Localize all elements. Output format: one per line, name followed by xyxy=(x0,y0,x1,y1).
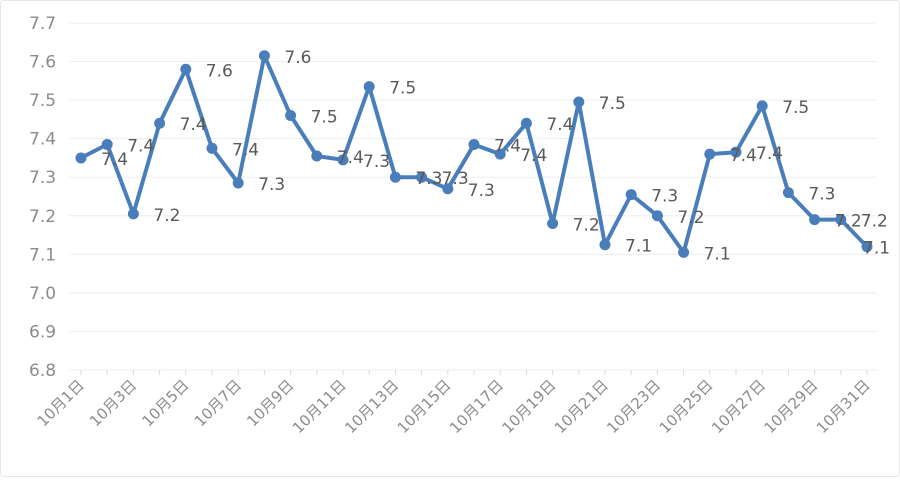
x-tick-label: 10月25日 xyxy=(656,376,717,437)
data-label: 7.3 xyxy=(808,185,835,205)
data-label: 7.5 xyxy=(782,98,809,118)
data-label: 7.3 xyxy=(258,175,285,195)
data-point xyxy=(520,117,532,129)
data-point xyxy=(835,214,847,226)
x-tick-label: 10月7日 xyxy=(191,376,245,430)
x-tick-label: 10月21日 xyxy=(551,376,612,437)
data-label: 7.6 xyxy=(284,48,311,68)
data-point xyxy=(206,142,218,154)
x-tick-label: 10月27日 xyxy=(708,376,769,437)
data-point xyxy=(311,150,323,162)
data-point xyxy=(258,50,270,62)
data-label: 7.3 xyxy=(415,169,442,189)
data-point xyxy=(730,146,742,158)
x-tick-label: 10月19日 xyxy=(498,376,559,437)
data-label: 7.1 xyxy=(704,244,731,264)
data-point xyxy=(127,208,139,220)
data-label: 7.5 xyxy=(389,79,416,99)
data-label: 7.4 xyxy=(546,115,573,135)
data-label: 7.4 xyxy=(520,146,547,166)
y-tick-label: 7.4 xyxy=(29,130,56,150)
data-label: 7.6 xyxy=(206,61,233,81)
data-point xyxy=(599,239,611,251)
data-point xyxy=(651,210,663,222)
data-point xyxy=(861,241,873,253)
data-point xyxy=(809,214,821,226)
y-tick-label: 7.7 xyxy=(29,14,56,34)
y-tick-label: 7.5 xyxy=(29,91,56,111)
data-label: 7.2 xyxy=(573,215,600,235)
x-tick-label: 10月29日 xyxy=(760,376,821,437)
data-point xyxy=(337,154,349,166)
y-tick-label: 6.9 xyxy=(29,322,56,342)
gridlines xyxy=(69,22,877,371)
data-label: 7.4 xyxy=(127,136,154,156)
y-tick-label: 7.1 xyxy=(29,245,56,265)
data-points xyxy=(75,50,873,258)
data-point xyxy=(782,187,794,199)
x-tick-label: 10月3日 xyxy=(86,376,140,430)
data-label: 7.2 xyxy=(153,206,180,226)
data-point xyxy=(154,117,166,129)
data-label: 7.4 xyxy=(337,148,364,168)
x-tick-label: 10月5日 xyxy=(138,376,192,430)
x-axis: 10月1日10月3日10月5日10月7日10月9日10月11日10月13日10月… xyxy=(34,370,874,437)
data-point xyxy=(704,148,716,160)
data-label: 7.4 xyxy=(494,136,521,156)
data-label: 7.4 xyxy=(730,146,757,166)
x-tick-label: 10月9日 xyxy=(243,376,297,430)
data-labels: 7.47.47.27.47.67.47.37.67.57.4 7.37.57.3 7… xyxy=(101,48,890,265)
data-label: 7.3 xyxy=(442,169,469,189)
data-label: 7.2 xyxy=(835,212,862,232)
data-point xyxy=(756,100,768,112)
data-point xyxy=(678,246,690,258)
data-label: 7.3 xyxy=(651,187,678,207)
x-tick-label: 10月1日 xyxy=(34,376,88,430)
data-label: 7.5 xyxy=(311,108,338,128)
data-label: 7.4 xyxy=(180,115,207,135)
data-label: 7.4 xyxy=(232,140,259,160)
data-point xyxy=(416,171,428,183)
data-point xyxy=(573,96,585,108)
data-point xyxy=(75,152,87,164)
data-point xyxy=(101,138,113,150)
y-tick-label: 7.0 xyxy=(29,284,56,304)
data-label: 7.1 xyxy=(863,239,890,259)
y-tick-label: 7.6 xyxy=(29,53,56,73)
y-tick-label: 7.2 xyxy=(29,207,56,227)
data-label: 7.5 xyxy=(599,94,626,114)
data-point xyxy=(389,171,401,183)
data-label: 7.4 xyxy=(101,150,128,170)
x-tick-label: 10月31日 xyxy=(813,376,874,437)
data-point xyxy=(232,177,244,189)
data-label: 7.2 xyxy=(677,208,704,228)
x-tick-label: 10月17日 xyxy=(446,376,507,437)
data-point xyxy=(180,63,192,75)
data-point xyxy=(442,183,454,195)
data-label: 7.3 xyxy=(468,181,495,201)
x-tick-label: 10月15日 xyxy=(394,376,455,437)
data-label: 7.2 xyxy=(861,212,888,232)
y-tick-label: 6.8 xyxy=(29,361,56,381)
y-axis: 6.8 6.9 7.0 7.1 7.2 7.3 7.4 7.5 7.6 7.7 xyxy=(29,14,56,381)
data-point xyxy=(494,148,506,160)
x-tick-label: 10月13日 xyxy=(341,376,402,437)
data-point xyxy=(468,138,480,150)
data-label: 7.3 xyxy=(363,152,390,172)
y-tick-label: 7.3 xyxy=(29,168,56,188)
data-point xyxy=(547,217,559,229)
x-tick-label: 10月23日 xyxy=(603,376,664,437)
data-point xyxy=(625,189,637,201)
data-label: 7.4 xyxy=(756,144,783,164)
data-point xyxy=(363,81,375,93)
data-label: 7.1 xyxy=(625,237,652,257)
x-tick-label: 10月11日 xyxy=(289,376,350,437)
data-point xyxy=(285,110,297,122)
